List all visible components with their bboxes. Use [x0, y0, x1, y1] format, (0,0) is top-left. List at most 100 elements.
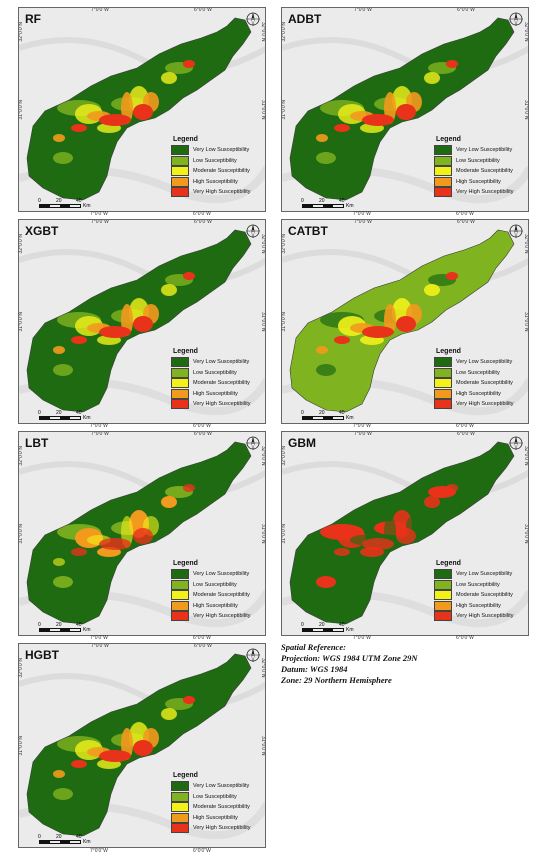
legend-item: Very High Susceptibility — [171, 823, 265, 834]
longitude-label: 7°0'0"W — [91, 643, 109, 649]
longitude-label: 6°0'0"W — [456, 423, 474, 429]
north-arrow-icon — [246, 224, 260, 239]
scale-tick: 40 — [76, 834, 82, 840]
longitude-label: 7°0'0"W — [90, 635, 108, 641]
latitude-label: 32°0'0"N — [281, 234, 287, 254]
legend-label: Very High Susceptibility — [193, 825, 251, 832]
map-legend: Legend Very Low Susceptibility Low Susce… — [434, 348, 528, 410]
legend-item: High Susceptibility — [171, 388, 265, 400]
legend-swatch — [434, 388, 452, 399]
legend-label: Very High Susceptibility — [456, 613, 514, 620]
scale-tick: 20 — [56, 834, 62, 840]
latitude-label: 32°0'0"N — [281, 22, 287, 42]
datum-text: Datum: WGS 1984 — [281, 664, 348, 674]
legend-label: Moderate Susceptibility — [456, 592, 513, 599]
model-title: LBT — [25, 436, 49, 450]
spatial-reference-heading: Spatial Reference: — [281, 642, 346, 652]
legend-label: High Susceptibility — [193, 178, 238, 185]
scale-tick: 40 — [339, 198, 345, 204]
legend-item: Very Low Susceptibility — [171, 145, 265, 156]
map-panel-catbt: CATBT 7°0'0"W 6°0'0"W 32°0'0"N 31°0'0"N … — [281, 219, 529, 424]
susceptibility-map — [19, 432, 265, 635]
latitude-label: 32°0'0"N — [260, 658, 266, 678]
legend-item: High Susceptibility — [434, 600, 528, 612]
legend-swatch — [434, 590, 452, 601]
legend-item: Very High Susceptibility — [434, 187, 528, 198]
map-panel-gbm: GBM 7°0'0"W 6°0'0"W 32°0'0"N 31°0'0"N 32… — [281, 431, 529, 636]
longitude-label: 7°0'0"W — [91, 431, 109, 437]
map-legend: Legend Very Low Susceptibility Low Susce… — [171, 560, 265, 622]
legend-label: Moderate Susceptibility — [193, 592, 250, 599]
scale-tick: 40 — [76, 410, 82, 416]
longitude-label: 7°0'0"W — [353, 423, 371, 429]
latitude-label: 31°0'0"N — [281, 312, 287, 332]
legend-item: High Susceptibility — [171, 812, 265, 824]
legend-item: Very Low Susceptibility — [171, 357, 265, 368]
legend-swatch — [171, 176, 189, 187]
scale-tick: 20 — [319, 198, 325, 204]
legend-swatch — [434, 579, 452, 590]
legend-label: Low Susceptibility — [456, 369, 500, 376]
legend-swatch — [171, 812, 189, 823]
latitude-label: 31°0'0"N — [281, 100, 287, 120]
legend-swatch — [434, 145, 452, 156]
north-arrow-icon — [509, 12, 523, 27]
legend-item: Low Susceptibility — [434, 367, 528, 379]
scale-unit: Km — [346, 627, 354, 633]
legend-item: Low Susceptibility — [434, 155, 528, 167]
legend-item: Very Low Susceptibility — [434, 145, 528, 156]
legend-item: Very Low Susceptibility — [171, 569, 265, 580]
legend-swatch — [171, 388, 189, 399]
legend-item: Very Low Susceptibility — [434, 357, 528, 368]
legend-swatch — [171, 166, 189, 177]
latitude-label: 32°0'0"N — [18, 234, 24, 254]
legend-swatch — [434, 611, 452, 622]
scale-bar: 0 20 40 Km — [38, 198, 99, 209]
legend-item: High Susceptibility — [171, 600, 265, 612]
longitude-label: 7°0'0"W — [90, 423, 108, 429]
latitude-label: 31°0'0"N — [260, 312, 266, 332]
legend-swatch — [434, 600, 452, 611]
legend-item: Low Susceptibility — [171, 367, 265, 379]
latitude-label: 32°0'0"N — [523, 446, 529, 466]
legend-label: High Susceptibility — [456, 178, 501, 185]
legend-item: Very High Susceptibility — [434, 611, 528, 622]
longitude-label: 6°0'0"W — [194, 431, 212, 437]
longitude-label: 6°0'0"W — [457, 219, 475, 225]
legend-swatch — [434, 367, 452, 378]
legend-swatch — [171, 357, 189, 368]
model-title: ADBT — [288, 12, 322, 26]
scale-unit: Km — [346, 415, 354, 421]
latitude-label: 32°0'0"N — [260, 234, 266, 254]
scale-tick: 40 — [339, 410, 345, 416]
legend-swatch — [171, 579, 189, 590]
legend-title: Legend — [173, 348, 198, 355]
legend-label: Low Susceptibility — [456, 581, 500, 588]
latitude-label: 31°0'0"N — [523, 524, 529, 544]
zone-text: Zone: 29 Northern Hemisphere — [281, 675, 392, 685]
legend-label: Very Low Susceptibility — [456, 359, 513, 366]
longitude-label: 7°0'0"W — [354, 7, 372, 13]
north-arrow-icon — [246, 436, 260, 451]
legend-item: Low Susceptibility — [171, 791, 265, 803]
longitude-label: 7°0'0"W — [90, 211, 108, 217]
scale-bar: 0 20 40 Km — [301, 198, 362, 209]
legend-title: Legend — [436, 348, 461, 355]
legend-swatch — [434, 187, 452, 198]
legend-swatch — [171, 590, 189, 601]
longitude-label: 6°0'0"W — [194, 7, 212, 13]
legend-swatch — [434, 399, 452, 410]
legend-swatch — [171, 378, 189, 389]
legend-item: Low Susceptibility — [171, 155, 265, 167]
susceptibility-map — [19, 644, 265, 847]
latitude-label: 31°0'0"N — [523, 100, 529, 120]
scale-tick: 40 — [339, 622, 345, 628]
north-arrow-icon — [246, 12, 260, 27]
legend-label: Very High Susceptibility — [193, 401, 251, 408]
scale-tick: 20 — [319, 622, 325, 628]
latitude-label: 31°0'0"N — [18, 736, 24, 756]
legend-label: Very Low Susceptibility — [193, 359, 250, 366]
legend-label: Low Susceptibility — [456, 157, 500, 164]
legend-label: Very High Susceptibility — [193, 613, 251, 620]
scale-unit: Km — [83, 839, 91, 845]
